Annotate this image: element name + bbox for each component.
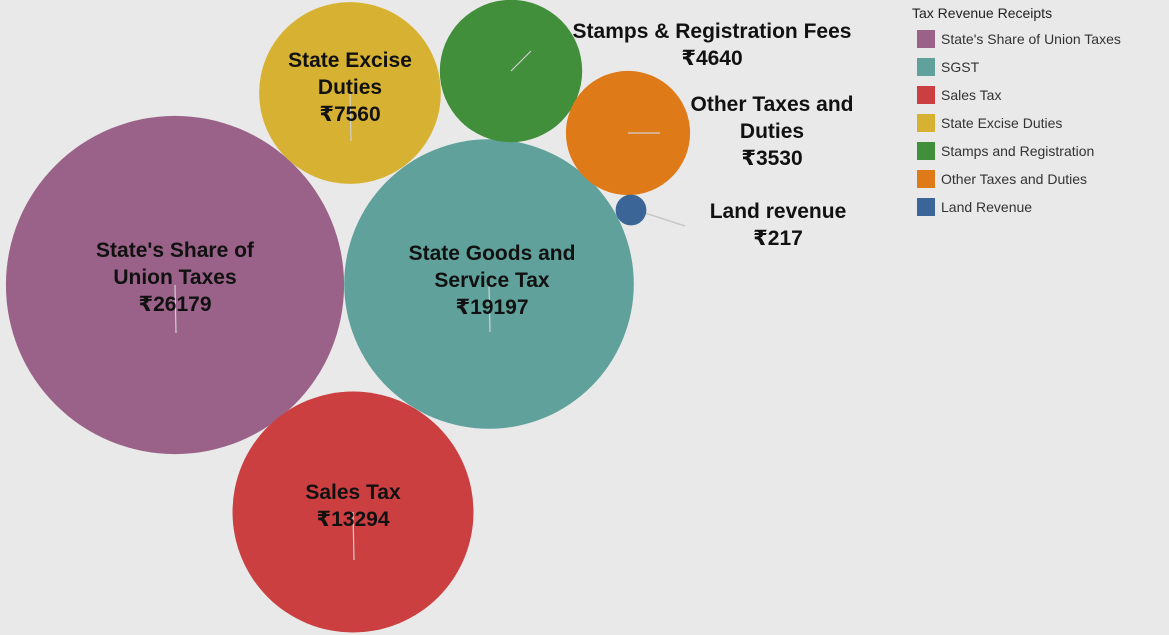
- bubble-label: State Goods and Service Tax ₹19197: [392, 240, 592, 321]
- bubble-name: Other Taxes and Duties: [690, 93, 854, 143]
- bubble-label: State Excise Duties ₹7560: [270, 47, 430, 128]
- bubble-name: Sales Tax: [305, 481, 401, 504]
- legend-swatch: [917, 142, 935, 160]
- legend-label: State's Share of Union Taxes: [941, 31, 1121, 47]
- bubble-value: ₹13294: [316, 508, 390, 531]
- legend-swatch: [917, 170, 935, 188]
- legend-swatch: [917, 30, 935, 48]
- legend-label: Land Revenue: [941, 199, 1033, 215]
- bubble-name: Stamps & Registration Fees: [572, 20, 852, 43]
- legend-label: Other Taxes and Duties: [941, 171, 1088, 187]
- bubble: [344, 139, 634, 429]
- bubble-label: Stamps & Registration Fees ₹4640: [532, 18, 892, 72]
- bubble-name: Land revenue: [709, 200, 847, 223]
- leader-line: [644, 212, 686, 227]
- center-tick: [510, 50, 532, 72]
- bubble-value: ₹4640: [681, 47, 743, 70]
- legend-label: Stamps and Registration: [941, 143, 1095, 159]
- legend-swatch: [917, 58, 935, 76]
- bubble-name: State's Share of Union Taxes: [96, 239, 254, 289]
- center-tick: [352, 511, 355, 561]
- legend-label: Sales Tax: [941, 87, 1002, 103]
- bubble-value: ₹19197: [455, 296, 529, 319]
- center-tick: [349, 92, 352, 142]
- center-tick: [488, 283, 491, 333]
- bubble-label: State's Share of Union Taxes ₹26179: [70, 237, 280, 318]
- legend-swatch: [917, 198, 935, 216]
- legend-swatch: [917, 114, 935, 132]
- center-tick: [174, 284, 177, 334]
- legend-title: Tax Revenue Receipts: [912, 5, 1053, 21]
- bubble-name: State Excise Duties: [288, 49, 412, 99]
- bubble-label: Land revenue ₹217: [668, 198, 888, 252]
- bubble-value: ₹217: [753, 227, 803, 250]
- legend-swatch: [917, 86, 935, 104]
- bubble-label: Sales Tax ₹13294: [253, 479, 453, 533]
- bubble: [615, 194, 647, 226]
- bubble-value: ₹26179: [138, 293, 212, 316]
- bubble-value: ₹3530: [741, 147, 803, 170]
- bubble-name: State Goods and Service Tax: [408, 242, 576, 292]
- legend-label: State Excise Duties: [941, 115, 1063, 131]
- legend-label: SGST: [941, 59, 980, 75]
- bubble-label: Other Taxes and Duties ₹3530: [667, 91, 877, 172]
- bubble: [439, 0, 583, 143]
- bubble-value: ₹7560: [319, 103, 381, 126]
